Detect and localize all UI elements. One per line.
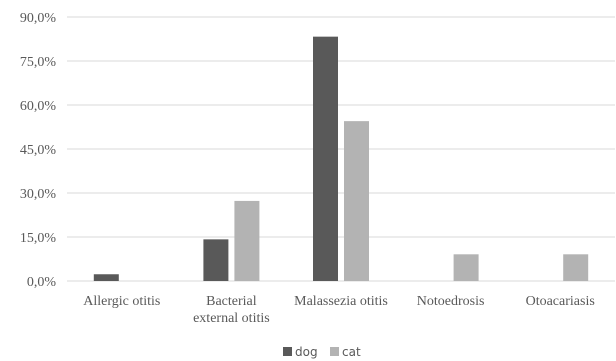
bar-cat-4 [563, 254, 589, 281]
x-category-label: Notoedrosis [417, 294, 485, 309]
bars [93, 36, 589, 281]
y-tick-label: 0,0% [27, 275, 57, 290]
y-tick-label: 45,0% [20, 143, 57, 158]
y-tick-label: 60,0% [20, 99, 57, 114]
bar-dog-2 [313, 36, 338, 281]
bar-dog-0 [93, 274, 119, 281]
bar-dog-1 [203, 239, 229, 281]
y-tick-label: 30,0% [20, 187, 57, 202]
legend: dog cat [283, 345, 361, 359]
bar-cat-2 [344, 121, 369, 281]
x-axis-labels: Allergic otitis Bacterial external otitis M… [83, 294, 595, 326]
y-axis-ticks: 0,0% 15,0% 30,0% 45,0% 60,0% 75,0% 90,0% [20, 11, 57, 290]
y-tick-label: 75,0% [20, 55, 57, 70]
gridlines [67, 16, 615, 282]
bar-cat-3 [453, 254, 479, 281]
x-category-label: external otitis [193, 311, 270, 326]
legend-label-dog: dog [295, 345, 318, 359]
x-category-label: Otoacariasis [526, 294, 595, 309]
x-category-label: Allergic otitis [83, 294, 160, 309]
x-category-label: Bacterial [206, 294, 257, 309]
y-tick-label: 15,0% [20, 231, 57, 246]
x-category-label: Malassezia otitis [294, 294, 388, 309]
bar-cat-1 [234, 200, 260, 281]
legend-swatch-cat [330, 347, 339, 356]
y-tick-label: 90,0% [20, 11, 57, 26]
legend-swatch-dog [283, 347, 292, 356]
legend-label-cat: cat [342, 345, 361, 359]
